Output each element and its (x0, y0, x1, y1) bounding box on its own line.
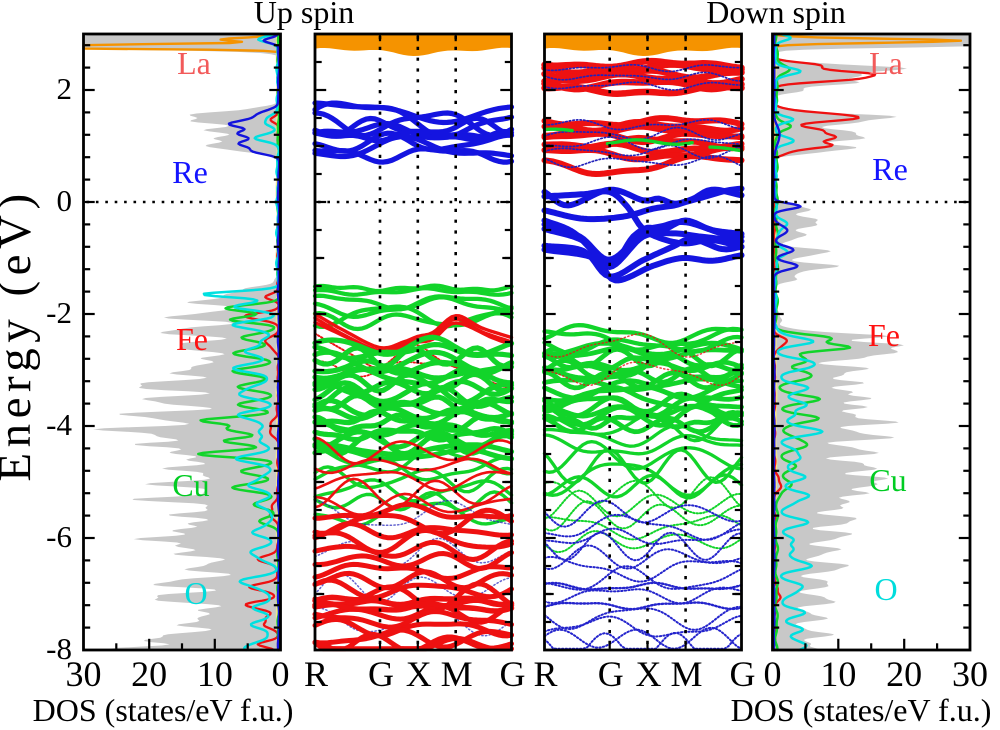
svg-text:-4: -4 (46, 407, 72, 442)
svg-text:M: M (441, 654, 473, 694)
svg-text:O: O (184, 575, 207, 611)
svg-text:10: 10 (197, 654, 233, 694)
svg-text:Cu: Cu (172, 467, 209, 503)
svg-text:20: 20 (886, 654, 922, 694)
svg-text:10: 10 (820, 654, 856, 694)
svg-text:Cu: Cu (869, 462, 906, 498)
svg-text:-2: -2 (46, 295, 72, 330)
svg-text:G: G (368, 654, 394, 694)
svg-text:G: G (598, 654, 624, 694)
svg-text:30: 30 (66, 654, 102, 694)
svg-text:0: 0 (272, 654, 290, 694)
svg-text:X: X (636, 654, 662, 694)
svg-text:La: La (177, 45, 211, 81)
svg-text:X: X (406, 654, 432, 694)
svg-text:Fe: Fe (176, 321, 208, 357)
svg-text:Down spin: Down spin (706, 0, 846, 30)
svg-text:G: G (730, 654, 756, 694)
svg-text:DOS (states/eV f.u.): DOS (states/eV f.u.) (731, 692, 992, 728)
svg-text:Re: Re (872, 151, 908, 187)
svg-text:Up spin: Up spin (254, 0, 354, 30)
svg-text:30: 30 (952, 654, 988, 694)
svg-text:DOS (states/eV f.u.): DOS (states/eV f.u.) (33, 692, 294, 728)
svg-text:0: 0 (57, 183, 73, 218)
svg-text:-8: -8 (46, 631, 72, 666)
svg-text:R: R (304, 654, 328, 694)
svg-text:M: M (671, 654, 703, 694)
svg-text:-6: -6 (46, 519, 72, 554)
svg-text:Energy (eV): Energy (eV) (0, 188, 41, 481)
svg-text:R: R (533, 654, 557, 694)
svg-text:G: G (500, 654, 526, 694)
svg-text:La: La (869, 45, 903, 81)
svg-text:20: 20 (131, 654, 167, 694)
svg-text:Fe: Fe (868, 317, 900, 353)
svg-text:2: 2 (57, 71, 73, 106)
svg-text:O: O (874, 571, 897, 607)
svg-text:0: 0 (764, 654, 782, 694)
svg-text:Re: Re (172, 154, 208, 190)
